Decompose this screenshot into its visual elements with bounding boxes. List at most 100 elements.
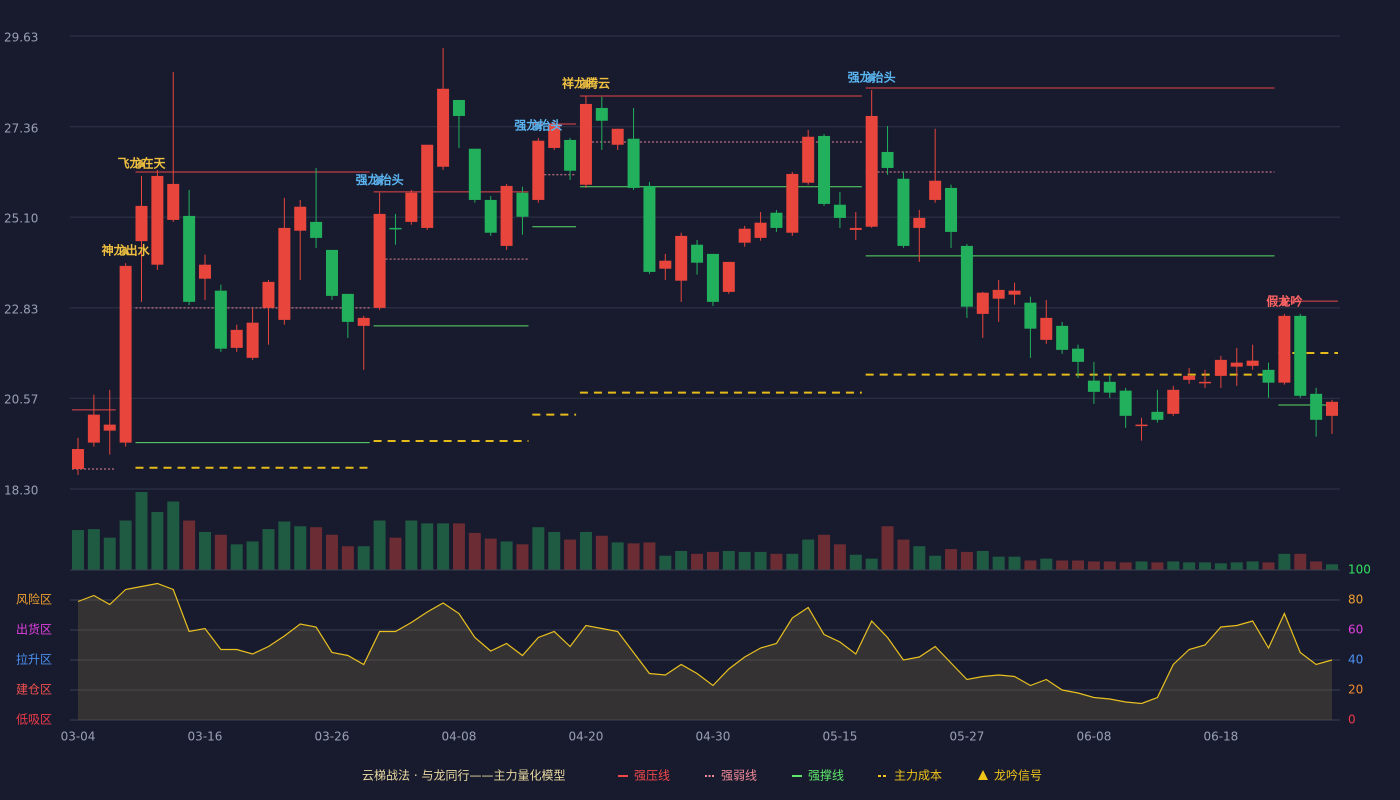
y2-tick-label: 20 bbox=[1348, 683, 1363, 697]
volume-bar bbox=[1199, 562, 1212, 570]
zone-label: 低吸区 bbox=[16, 713, 52, 727]
candle-body bbox=[786, 173, 799, 233]
volume-bar bbox=[1103, 561, 1116, 570]
zone-label: 拉升区 bbox=[16, 652, 52, 667]
volume-bar bbox=[437, 523, 450, 570]
y-tick-label: 25.10 bbox=[4, 212, 38, 226]
candle-body bbox=[754, 222, 767, 238]
volume-bar bbox=[992, 556, 1005, 570]
zone-label: 风险区 bbox=[16, 592, 52, 607]
volume-bar bbox=[1135, 561, 1148, 570]
candle-body bbox=[627, 138, 640, 188]
candle-body bbox=[1310, 393, 1323, 420]
volume-bar bbox=[294, 526, 307, 570]
candle-body bbox=[405, 192, 418, 222]
candle-body bbox=[818, 135, 831, 204]
candle-body bbox=[548, 123, 561, 148]
candle-body bbox=[278, 227, 291, 320]
candle-body bbox=[72, 449, 84, 470]
volume-bar bbox=[929, 555, 942, 570]
volume-bar bbox=[484, 538, 497, 570]
candle-body bbox=[119, 265, 132, 443]
signal-marker bbox=[867, 72, 876, 81]
candle-body bbox=[643, 185, 656, 272]
volume-bar bbox=[183, 520, 196, 570]
candle-body bbox=[1024, 302, 1037, 329]
y2-tick-label: 40 bbox=[1348, 653, 1363, 667]
volume-bar bbox=[754, 551, 767, 570]
y-tick-label: 27.36 bbox=[4, 121, 38, 135]
volume-bar bbox=[468, 532, 481, 570]
legend-label: 龙吟信号 bbox=[994, 768, 1042, 783]
volume-bar bbox=[1087, 561, 1100, 570]
volume-bar bbox=[1167, 561, 1180, 570]
y2-tick-label: 0 bbox=[1348, 713, 1356, 727]
candle-body bbox=[357, 317, 370, 326]
volume-bar bbox=[1151, 562, 1164, 570]
y-tick-label: 29.63 bbox=[4, 31, 38, 45]
candle-body bbox=[103, 424, 116, 431]
candle-body bbox=[1167, 389, 1180, 414]
volume-bar bbox=[246, 541, 259, 570]
candle-body bbox=[167, 183, 180, 220]
volume-bar bbox=[976, 550, 989, 570]
volume-bar bbox=[119, 520, 132, 570]
volume-bar bbox=[500, 541, 513, 570]
volume-bar bbox=[421, 523, 434, 570]
volume-bar bbox=[691, 553, 704, 570]
volume-bar bbox=[786, 553, 799, 570]
candle-body bbox=[976, 292, 989, 314]
candle-body bbox=[262, 281, 275, 308]
candle-body bbox=[325, 249, 338, 296]
volume-bar bbox=[675, 550, 688, 570]
candle-body bbox=[706, 253, 719, 302]
candle-body bbox=[849, 227, 862, 230]
x-tick-label: 03-16 bbox=[188, 730, 223, 744]
volume-bar bbox=[564, 539, 577, 570]
candle-body bbox=[373, 213, 386, 308]
legend-label: 强压线 bbox=[634, 769, 670, 783]
signal-marker bbox=[1280, 296, 1289, 305]
x-tick-label: 06-18 bbox=[1203, 730, 1238, 744]
volume-bar bbox=[325, 534, 338, 570]
volume-bar bbox=[579, 531, 592, 570]
volume-bar bbox=[452, 523, 465, 570]
candle-body bbox=[881, 151, 894, 168]
volume-bar bbox=[357, 546, 370, 570]
candle-body bbox=[1294, 315, 1307, 396]
y2-tick-label: 60 bbox=[1348, 623, 1363, 637]
candle-body bbox=[691, 244, 704, 263]
candle-body bbox=[421, 144, 434, 228]
candle-body bbox=[1326, 401, 1338, 416]
legend-label: 强弱线 bbox=[721, 769, 757, 783]
candle-body bbox=[1103, 381, 1116, 393]
candle-body bbox=[341, 293, 354, 322]
candle-body bbox=[183, 215, 196, 302]
signal-marker bbox=[375, 175, 384, 184]
candle-body bbox=[1246, 360, 1259, 366]
indicator-line bbox=[77, 582, 1333, 705]
volume-bar bbox=[1072, 560, 1085, 570]
candle-body bbox=[960, 245, 973, 307]
candle-body bbox=[1183, 375, 1196, 380]
candle-body bbox=[516, 192, 529, 217]
candle-body bbox=[675, 235, 688, 281]
indicator-area bbox=[78, 583, 1332, 720]
volume-bar bbox=[1024, 560, 1037, 570]
candle-body bbox=[1072, 348, 1085, 362]
candle-body bbox=[738, 228, 751, 243]
candle-body bbox=[198, 264, 211, 279]
volume-bar bbox=[278, 521, 291, 570]
candle-body bbox=[294, 206, 307, 231]
candle-body bbox=[945, 187, 958, 232]
volume-bar bbox=[1294, 553, 1307, 570]
signal-marker bbox=[581, 78, 590, 87]
volume-bar bbox=[945, 549, 958, 570]
legend-label: 强撑线 bbox=[808, 768, 844, 783]
volume-bar bbox=[897, 539, 910, 570]
candle-body bbox=[452, 99, 465, 116]
volume-bar bbox=[389, 537, 402, 570]
